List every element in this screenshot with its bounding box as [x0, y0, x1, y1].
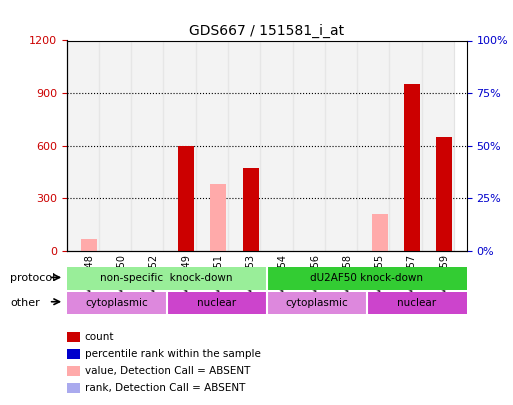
Bar — [436, 137, 452, 251]
Bar — [196, 40, 228, 251]
FancyBboxPatch shape — [367, 292, 467, 314]
Bar — [292, 40, 325, 251]
Text: rank, Detection Call = ABSENT: rank, Detection Call = ABSENT — [85, 384, 245, 393]
Bar — [164, 40, 196, 251]
Bar — [422, 40, 454, 251]
Bar — [260, 40, 292, 251]
Title: GDS667 / 151581_i_at: GDS667 / 151581_i_at — [189, 24, 344, 38]
Text: cytoplasmic: cytoplasmic — [285, 298, 348, 308]
Bar — [371, 214, 388, 251]
FancyBboxPatch shape — [67, 292, 167, 314]
Text: protocol: protocol — [10, 273, 55, 283]
Bar — [228, 40, 260, 251]
Bar — [357, 40, 389, 251]
FancyBboxPatch shape — [267, 267, 467, 290]
Bar — [210, 184, 226, 251]
Bar — [99, 40, 131, 251]
Text: value, Detection Call = ABSENT: value, Detection Call = ABSENT — [85, 367, 250, 376]
Bar — [243, 168, 259, 251]
Text: nuclear: nuclear — [197, 298, 236, 308]
FancyBboxPatch shape — [167, 292, 267, 314]
Text: non-specific  knock-down: non-specific knock-down — [101, 273, 233, 283]
Bar — [389, 40, 422, 251]
Text: count: count — [85, 333, 114, 342]
FancyBboxPatch shape — [267, 292, 367, 314]
Text: other: other — [10, 298, 40, 308]
Bar — [325, 40, 357, 251]
Bar — [81, 239, 97, 251]
Text: nuclear: nuclear — [397, 298, 437, 308]
FancyBboxPatch shape — [67, 267, 267, 290]
Bar — [178, 146, 194, 251]
Bar — [404, 84, 420, 251]
Text: dU2AF50 knock-down: dU2AF50 knock-down — [310, 273, 423, 283]
Text: percentile rank within the sample: percentile rank within the sample — [85, 350, 261, 359]
Bar — [131, 40, 164, 251]
Text: cytoplasmic: cytoplasmic — [85, 298, 148, 308]
Bar — [67, 40, 99, 251]
